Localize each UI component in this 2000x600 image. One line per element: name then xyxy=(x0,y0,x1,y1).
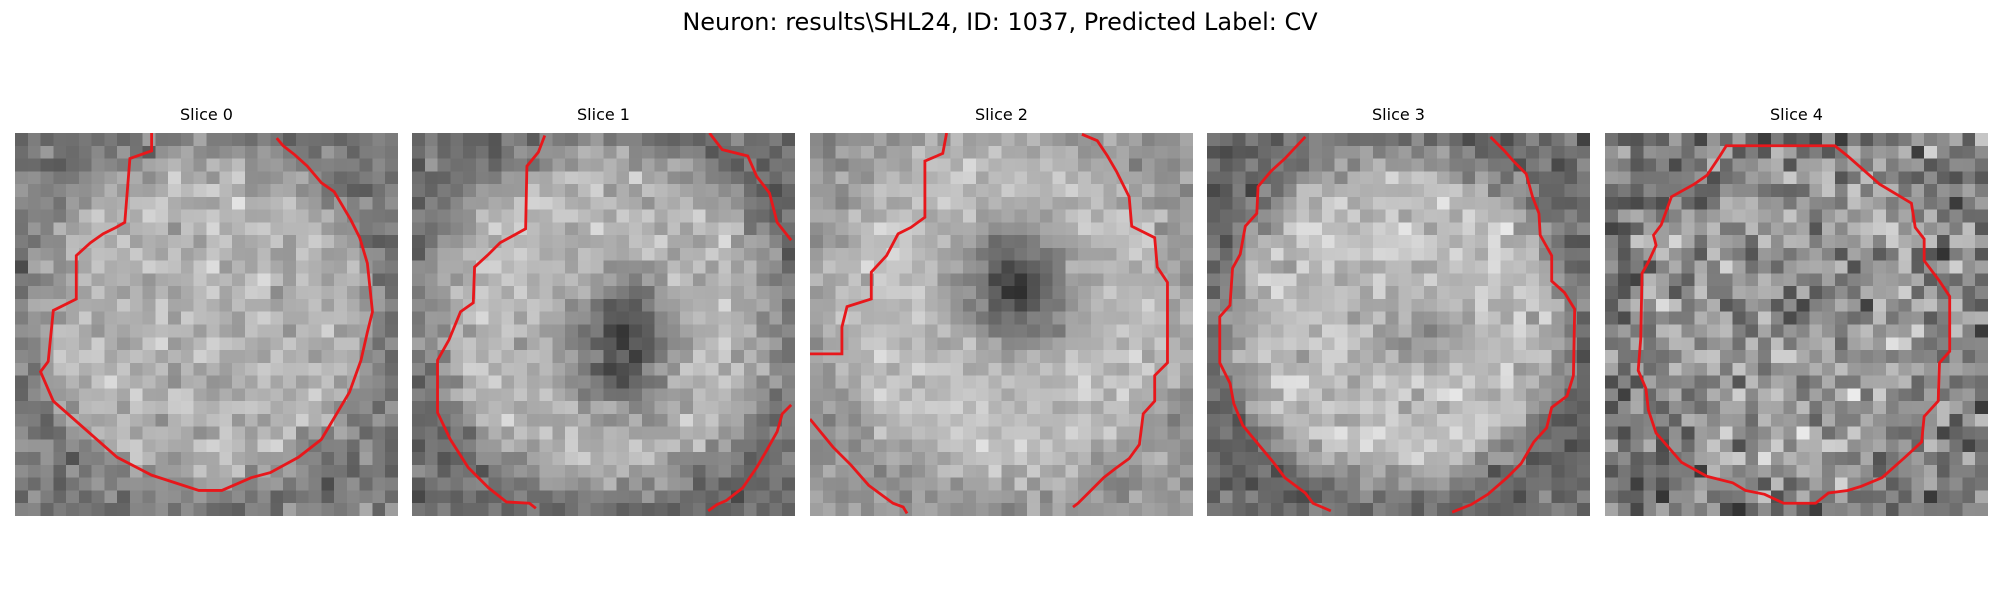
slice-title: Slice 0 xyxy=(15,104,398,126)
slice-image xyxy=(1605,133,1988,516)
segmentation-contour xyxy=(15,133,398,516)
slice-title: Slice 1 xyxy=(412,104,795,126)
slice-image xyxy=(1207,133,1590,516)
slice-title: Slice 3 xyxy=(1207,104,1590,126)
slice-title: Slice 4 xyxy=(1605,104,1988,126)
figure-title: Neuron: results\SHL24, ID: 1037, Predict… xyxy=(0,6,2000,38)
segmentation-contour xyxy=(412,133,795,516)
slice-image xyxy=(810,133,1193,516)
slice-title: Slice 2 xyxy=(810,104,1193,126)
slice-image xyxy=(412,133,795,516)
segmentation-contour xyxy=(1605,133,1988,516)
segmentation-contour xyxy=(810,133,1193,516)
slice-image xyxy=(15,133,398,516)
segmentation-contour xyxy=(1207,133,1590,516)
